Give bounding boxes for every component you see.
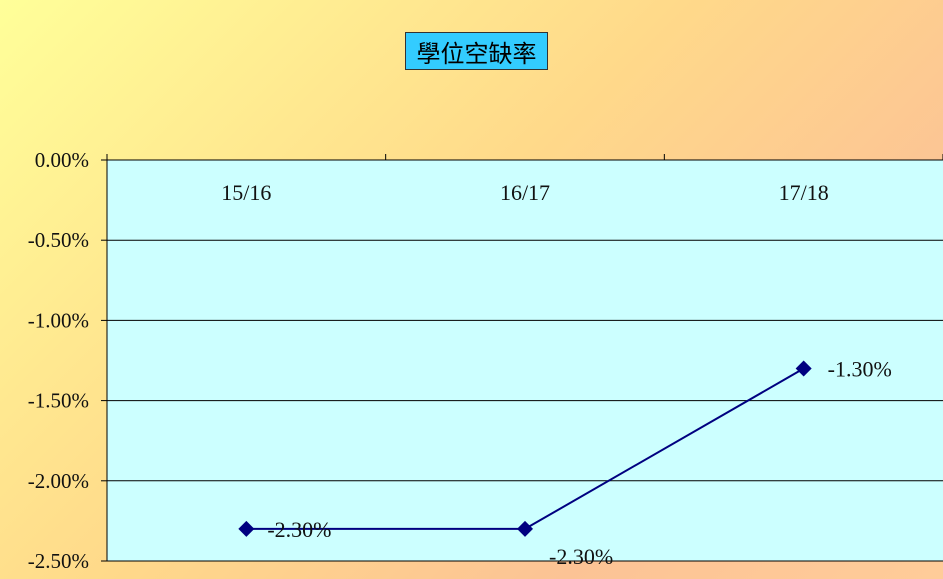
data-label: -1.30% <box>828 357 892 382</box>
y-tick-label: -0.50% <box>28 228 89 252</box>
plot-area <box>107 160 943 561</box>
y-tick-label: -1.50% <box>28 389 89 413</box>
data-label: -2.30% <box>549 544 613 569</box>
chart-title: 學位空缺率 <box>405 32 548 70</box>
x-tick-label: 15/16 <box>221 180 271 205</box>
data-labels: -2.30% -2.30% -1.30% <box>267 357 891 569</box>
y-tick-label: 0.00% <box>35 148 89 172</box>
data-point-marker <box>517 520 533 537</box>
gridlines <box>107 239 943 562</box>
y-tick-label: -1.00% <box>28 308 89 332</box>
data-label: -2.30% <box>267 517 331 542</box>
series-layer <box>238 360 812 537</box>
axes <box>106 159 943 561</box>
x-tick-label: 17/18 <box>779 180 829 205</box>
data-point-marker <box>238 520 255 537</box>
data-point-marker <box>795 360 812 377</box>
y-axis-ticks: 0.00% -0.50% -1.00% -1.50% -2.00% -2.50% <box>28 148 107 573</box>
x-axis-ticks: 15/16 16/17 17/18 <box>106 154 943 205</box>
y-tick-label: -2.00% <box>28 469 89 493</box>
x-tick-label: 16/17 <box>500 180 550 205</box>
y-tick-label: -2.50% <box>28 549 89 573</box>
